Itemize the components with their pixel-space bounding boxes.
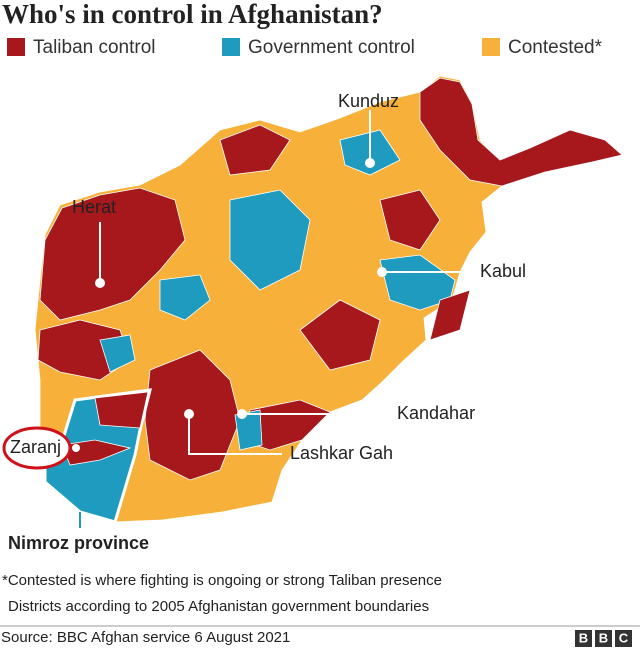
legend-swatch bbox=[222, 38, 240, 56]
city-dot bbox=[184, 409, 194, 419]
place-label: Kandahar bbox=[397, 403, 475, 423]
city-dot bbox=[95, 278, 105, 288]
region bbox=[94, 391, 149, 429]
logo-letter: B bbox=[579, 630, 588, 645]
city-dot bbox=[72, 444, 80, 452]
region bbox=[299, 299, 381, 371]
place-markers bbox=[2, 110, 472, 528]
province-label: Nimroz province bbox=[8, 533, 149, 553]
legend-swatch bbox=[482, 38, 500, 56]
logo-block bbox=[615, 630, 632, 647]
leader-line bbox=[188, 414, 282, 455]
highlight-circle bbox=[2, 426, 72, 470]
city-dot bbox=[365, 158, 375, 168]
legend-swatch bbox=[7, 38, 25, 56]
footnote: *Contested is where fighting is ongoing … bbox=[2, 572, 442, 589]
legend-label: Taliban control bbox=[33, 37, 156, 58]
region bbox=[419, 77, 623, 187]
place-label: Kunduz bbox=[338, 91, 399, 111]
map bbox=[34, 75, 623, 524]
place-label: Lashkar Gah bbox=[290, 443, 393, 463]
city-dot bbox=[237, 409, 247, 419]
region bbox=[219, 124, 291, 176]
logo: B B C bbox=[575, 630, 632, 647]
source: Source: BBC Afghan service 6 August 2021 bbox=[1, 629, 290, 646]
place-label: Zaranj bbox=[10, 437, 61, 457]
region bbox=[234, 409, 263, 451]
place-label: Kabul bbox=[480, 261, 526, 281]
city-dot bbox=[377, 267, 387, 277]
region bbox=[39, 187, 186, 321]
legend-label: Contested* bbox=[508, 37, 603, 58]
region bbox=[99, 334, 136, 373]
logo-letter: C bbox=[619, 630, 629, 645]
place-label: Herat bbox=[72, 197, 116, 217]
logo-block bbox=[575, 630, 592, 647]
region bbox=[429, 289, 471, 341]
footnote: Districts according to 2005 Afghanistan … bbox=[8, 598, 429, 615]
legend-label: Government control bbox=[248, 37, 415, 58]
logo-letter: B bbox=[599, 630, 608, 645]
title: Who's in control in Afghanistan? bbox=[2, 0, 383, 29]
region bbox=[159, 274, 211, 321]
region bbox=[379, 189, 441, 251]
logo-block bbox=[595, 630, 612, 647]
region bbox=[229, 189, 311, 291]
